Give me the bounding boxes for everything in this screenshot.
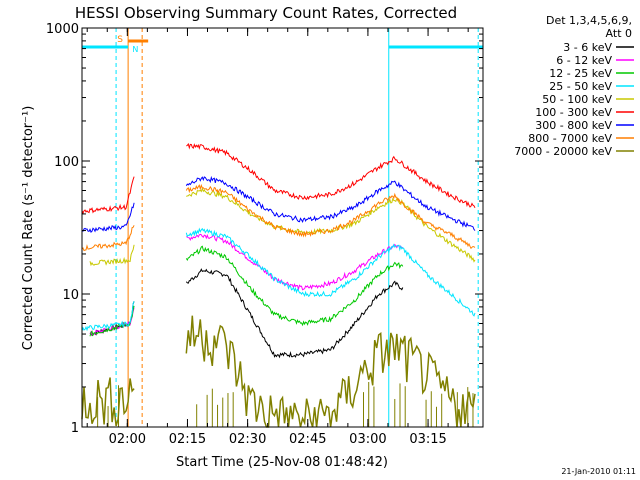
legend-entry-label: 7000 - 20000 keV <box>514 145 612 158</box>
y-tick-label: 1000 <box>46 22 79 37</box>
series-line <box>81 202 135 233</box>
x-tick-label: 03:00 <box>349 432 386 447</box>
series-line <box>89 244 135 267</box>
chart-title: HESSI Observing Summary Count Rates, Cor… <box>75 4 457 22</box>
y-axis-label: Corrected Count Rate (s⁻¹ detector⁻¹) <box>21 106 36 351</box>
series-line <box>185 183 476 250</box>
series-line <box>186 186 476 263</box>
x-tick-label: 02:45 <box>289 432 326 447</box>
night-label: N <box>132 45 138 54</box>
data-layer: SN <box>81 28 483 428</box>
y-tick-label: 100 <box>54 155 79 170</box>
generation-date: 21-Jan-2010 01:11 <box>561 467 636 476</box>
legend-header: Att 0 <box>606 27 632 40</box>
axis-layer: 1 10 100 1000 02:00 02:15 02:30 02:45 03:00 03:15 <box>46 22 483 447</box>
legend-entry-label: 50 - 100 keV <box>542 93 612 106</box>
series-line <box>81 176 135 215</box>
x-tick-label: 02:15 <box>169 432 206 447</box>
series-line <box>81 377 135 427</box>
legend-entry-label: 300 - 800 keV <box>535 119 612 132</box>
legend-entry-label: 100 - 300 keV <box>535 106 612 119</box>
series-line <box>185 245 404 327</box>
legend-entry-label: 3 - 6 keV <box>563 41 612 54</box>
series-line <box>81 225 135 252</box>
y-tick-label: 10 <box>62 288 79 303</box>
legend-entry-label: 25 - 50 keV <box>549 80 612 93</box>
series-line <box>81 301 135 332</box>
series-line <box>185 227 476 317</box>
series-line <box>185 175 476 231</box>
y-tick-label: 1 <box>71 421 79 436</box>
series-line <box>185 268 404 359</box>
legend-entry-label: 6 - 12 keV <box>556 54 612 67</box>
legend-header: Det 1,3,4,5,6,9, <box>546 14 632 27</box>
plot-frame <box>81 27 484 428</box>
x-axis-label: Start Time (25-Nov-08 01:48:42) <box>176 455 388 470</box>
x-tick-label: 02:00 <box>109 432 146 447</box>
x-tick-label: 02:30 <box>229 432 266 447</box>
x-tick-label: 03:15 <box>409 432 446 447</box>
legend-entry-label: 800 - 7000 keV <box>528 132 612 145</box>
series-line <box>186 142 476 209</box>
legend-entry-label: 12 - 25 keV <box>549 67 612 80</box>
saa-label: S <box>117 35 123 45</box>
series-line <box>186 233 404 291</box>
